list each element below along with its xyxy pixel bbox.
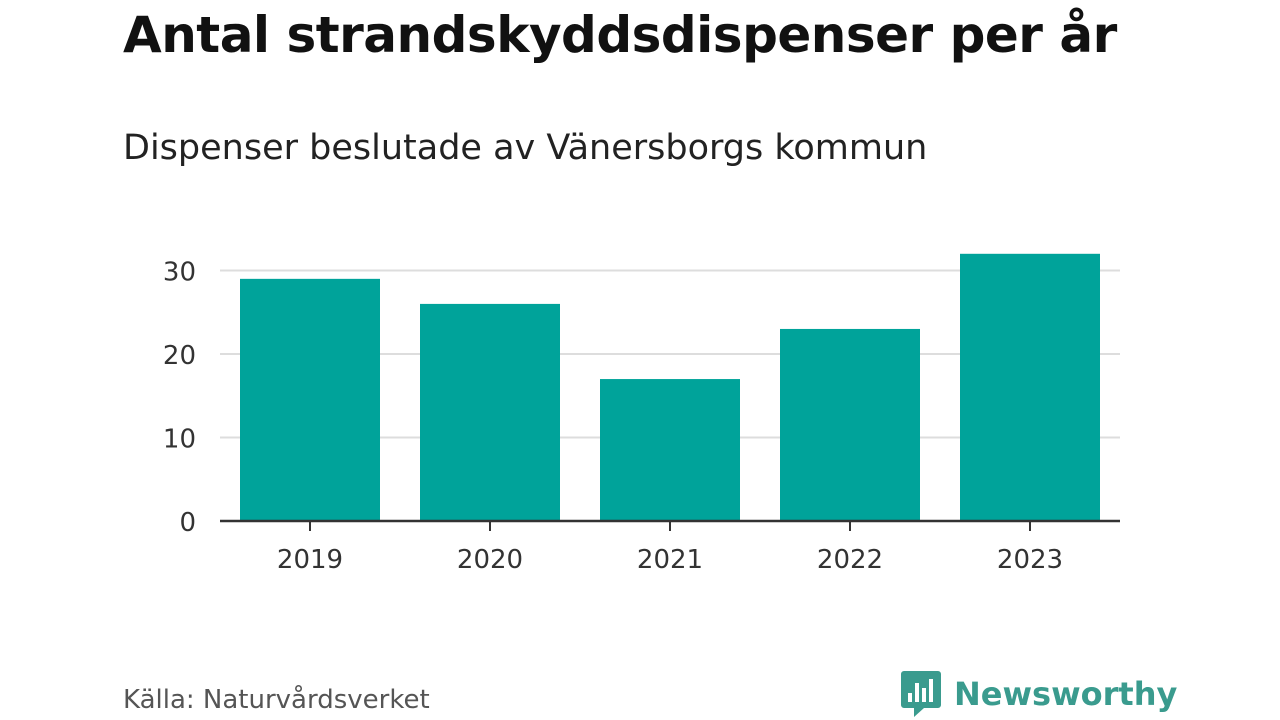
y-tick-label: 20 <box>163 341 196 371</box>
x-tick-label: 2021 <box>637 545 703 575</box>
y-tick-label: 30 <box>163 258 196 288</box>
x-tick-label: 2019 <box>277 545 343 575</box>
chart-title: Antal strandskyddsdispenser per år <box>123 6 1117 64</box>
y-tick-label: 0 <box>179 508 196 538</box>
bar-2019 <box>240 278 380 521</box>
bar-2021 <box>600 379 740 521</box>
newsworthy-logo-icon <box>901 671 941 717</box>
source-note: Källa: Naturvårdsverket <box>123 685 430 715</box>
chart-subtitle: Dispenser beslutade av Vänersborgs kommu… <box>123 128 928 168</box>
brand-name: Newsworthy <box>954 675 1178 713</box>
x-tick-label: 2022 <box>817 545 883 575</box>
x-tick-label: 2023 <box>997 545 1063 575</box>
y-tick-label: 10 <box>163 425 196 455</box>
bar-2023 <box>960 253 1100 522</box>
x-tick-label: 2020 <box>457 545 523 575</box>
brand-logo: Newsworthy <box>900 669 1177 719</box>
bar-2020 <box>420 303 560 521</box>
bar-2022 <box>780 328 920 521</box>
